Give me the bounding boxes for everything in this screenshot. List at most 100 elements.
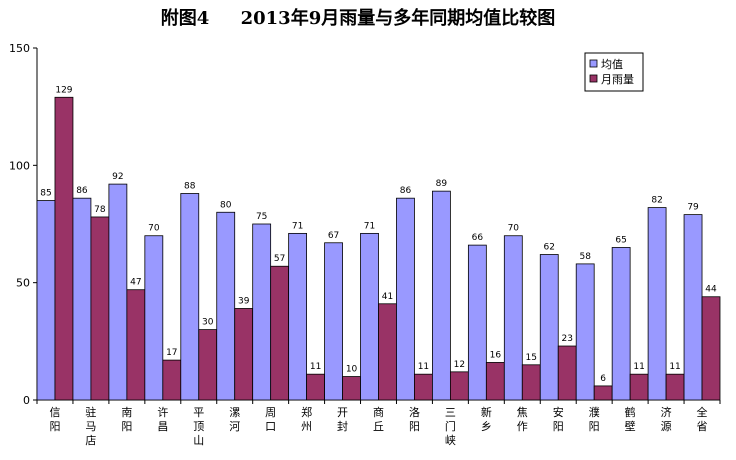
bar: [342, 376, 361, 401]
category-label: 开封: [337, 406, 348, 433]
category-label: 商丘: [373, 405, 384, 433]
legend-swatch: [589, 59, 598, 68]
data-label: 92: [112, 172, 123, 182]
bar: [611, 247, 631, 401]
bar: [396, 197, 415, 401]
bar: [360, 232, 379, 401]
bar: [503, 235, 523, 401]
bar: [539, 254, 559, 401]
data-label: 23: [561, 334, 572, 344]
category-label: 三门峡: [445, 406, 456, 447]
data-label: 82: [651, 196, 662, 206]
data-label: 78: [94, 205, 106, 215]
data-label: 17: [166, 348, 177, 358]
chart-title: 附图4 2013年9月雨量与多年同期均值比较图: [161, 7, 555, 29]
data-label: 75: [256, 212, 267, 222]
legend-label: 均值: [601, 58, 623, 71]
y-tick-label: 0: [23, 394, 30, 407]
category-label: 南阳: [121, 406, 132, 433]
bar: [306, 373, 325, 401]
data-label: 86: [76, 186, 88, 196]
bar: [144, 235, 164, 401]
data-label: 89: [436, 179, 448, 189]
bar: [72, 197, 92, 401]
data-label: 39: [238, 296, 250, 306]
data-label: 16: [490, 350, 502, 360]
data-label: 129: [55, 85, 72, 95]
category-label: 鹤壁: [625, 405, 636, 433]
bar: [467, 244, 487, 401]
data-label: 65: [615, 235, 626, 245]
data-label: 11: [669, 362, 680, 372]
bar: [162, 359, 182, 401]
bar: [216, 211, 236, 401]
category-label: 濮阳: [589, 405, 600, 433]
bar: [378, 303, 397, 401]
data-label: 88: [184, 181, 196, 191]
category-label: 驻马店: [85, 405, 96, 447]
category-label: 信阳: [49, 406, 60, 433]
category-label: 全省: [697, 405, 708, 433]
category-label: 周口: [265, 406, 276, 433]
data-label: 71: [292, 221, 303, 231]
bar: [180, 193, 200, 401]
bar: [485, 362, 505, 401]
plot-area: 0 50 100 150 85 129 信阳 86 78 驻马店 92 47 南阳 70 17 许昌 88 30 平…: [9, 42, 721, 447]
bar: [270, 265, 290, 401]
bar: [198, 329, 218, 401]
data-label: 11: [418, 362, 429, 372]
bar: [234, 308, 254, 401]
legend-label: 月雨量: [601, 73, 634, 86]
bar: [432, 190, 451, 401]
data-label: 12: [454, 360, 465, 370]
bar: [557, 345, 577, 401]
bar: [414, 373, 433, 401]
data-label: 80: [220, 200, 232, 210]
category-label: 漯河: [229, 406, 240, 433]
data-label: 41: [382, 292, 393, 302]
category-label: 新乡: [481, 405, 492, 433]
bar: [288, 232, 308, 401]
bar: [126, 289, 146, 401]
data-label: 79: [687, 203, 699, 213]
bar: [665, 373, 685, 401]
data-label: 44: [705, 285, 717, 295]
bar: [575, 263, 595, 401]
data-label: 11: [310, 362, 321, 372]
y-tick-label: 100: [9, 159, 30, 172]
data-label: 62: [544, 243, 555, 253]
data-label: 71: [364, 221, 375, 231]
bar: [521, 364, 541, 401]
bar: [324, 242, 343, 401]
data-label: 70: [508, 224, 520, 234]
data-label: 11: [633, 362, 644, 372]
bar: [252, 223, 272, 401]
data-label: 86: [400, 186, 412, 196]
legend-swatch: [589, 74, 598, 83]
bar: [36, 200, 56, 401]
category-label: 焦作: [517, 406, 528, 433]
category-label: 平顶山: [193, 406, 204, 447]
data-label: 6: [600, 374, 606, 384]
bar: [90, 216, 110, 401]
bar: [449, 371, 469, 401]
bar: [593, 385, 613, 401]
y-tick-label: 150: [9, 42, 30, 55]
bar: [108, 183, 128, 401]
bar: [629, 373, 649, 401]
legend-box: [584, 52, 644, 92]
data-label: 67: [328, 231, 339, 241]
data-label: 15: [526, 353, 537, 363]
data-label: 85: [40, 189, 51, 199]
category-label: 郑州: [301, 405, 312, 433]
bar: [647, 207, 667, 401]
category-label: 安阳: [553, 405, 564, 433]
data-label: 30: [202, 318, 214, 328]
data-label: 58: [579, 252, 591, 262]
bar: [683, 214, 703, 401]
y-tick-label: 50: [16, 277, 30, 290]
data-label: 66: [472, 233, 484, 243]
bar: [54, 96, 74, 401]
category-label: 许昌: [157, 406, 168, 433]
